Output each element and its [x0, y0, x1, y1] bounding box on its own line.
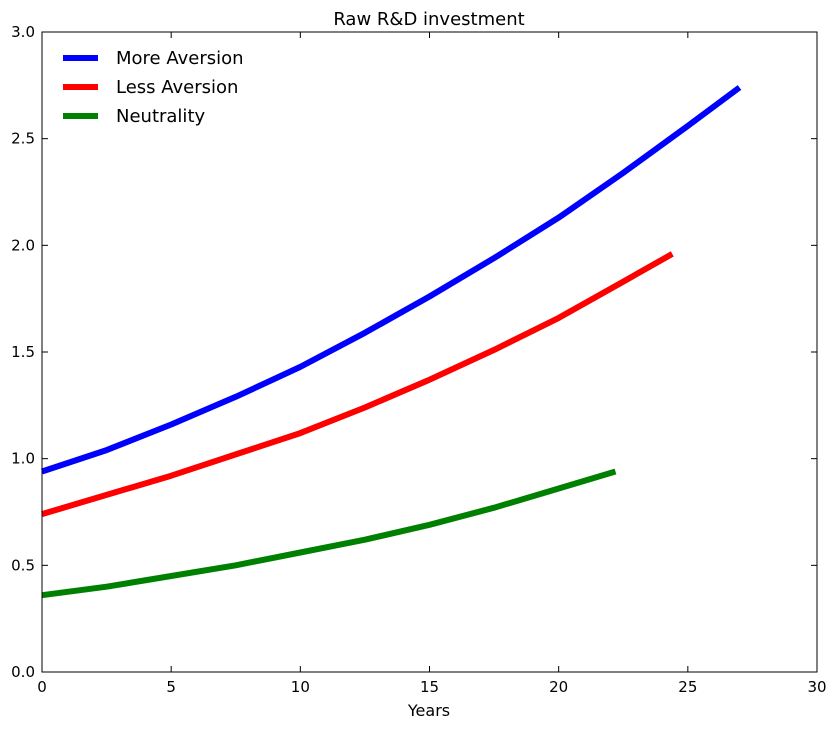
- x-tick-label: 30: [807, 678, 826, 696]
- y-tick-label: 0.5: [11, 556, 35, 574]
- legend-label-3: Neutrality: [116, 106, 205, 127]
- legend-label-2: Less Aversion: [116, 77, 238, 98]
- y-tick-label: 2.0: [11, 236, 35, 254]
- legend: More Aversion Less Aversion Neutrality: [63, 48, 244, 127]
- x-tick-label: 20: [549, 678, 568, 696]
- chart-title: Raw R&D investment: [333, 9, 524, 30]
- y-tick-label: 3.0: [11, 23, 35, 41]
- series-line-2: [41, 251, 674, 517]
- y-tick-label: 2.5: [11, 130, 35, 148]
- x-tick-label: 25: [678, 678, 697, 696]
- x-axis-label: Years: [407, 701, 450, 720]
- series-layer: [41, 85, 742, 599]
- series-line-3: [41, 468, 617, 599]
- x-tick-label: 15: [420, 678, 439, 696]
- x-tick-label: 10: [291, 678, 310, 696]
- tick-labels-layer: 0 5 10 15 20 25 30 0.0 0.5 1.0 1.5 2.0 2.5 3.0: [11, 23, 826, 696]
- series-line-1: [41, 85, 742, 475]
- legend-label-1: More Aversion: [116, 48, 244, 69]
- y-tick-label: 0.0: [11, 663, 35, 681]
- y-tick-label: 1.5: [11, 343, 35, 361]
- x-tick-label: 5: [166, 678, 176, 696]
- ticks-layer: [41, 31, 818, 673]
- y-tick-label: 1.0: [11, 450, 35, 468]
- x-tick-label: 0: [37, 678, 47, 696]
